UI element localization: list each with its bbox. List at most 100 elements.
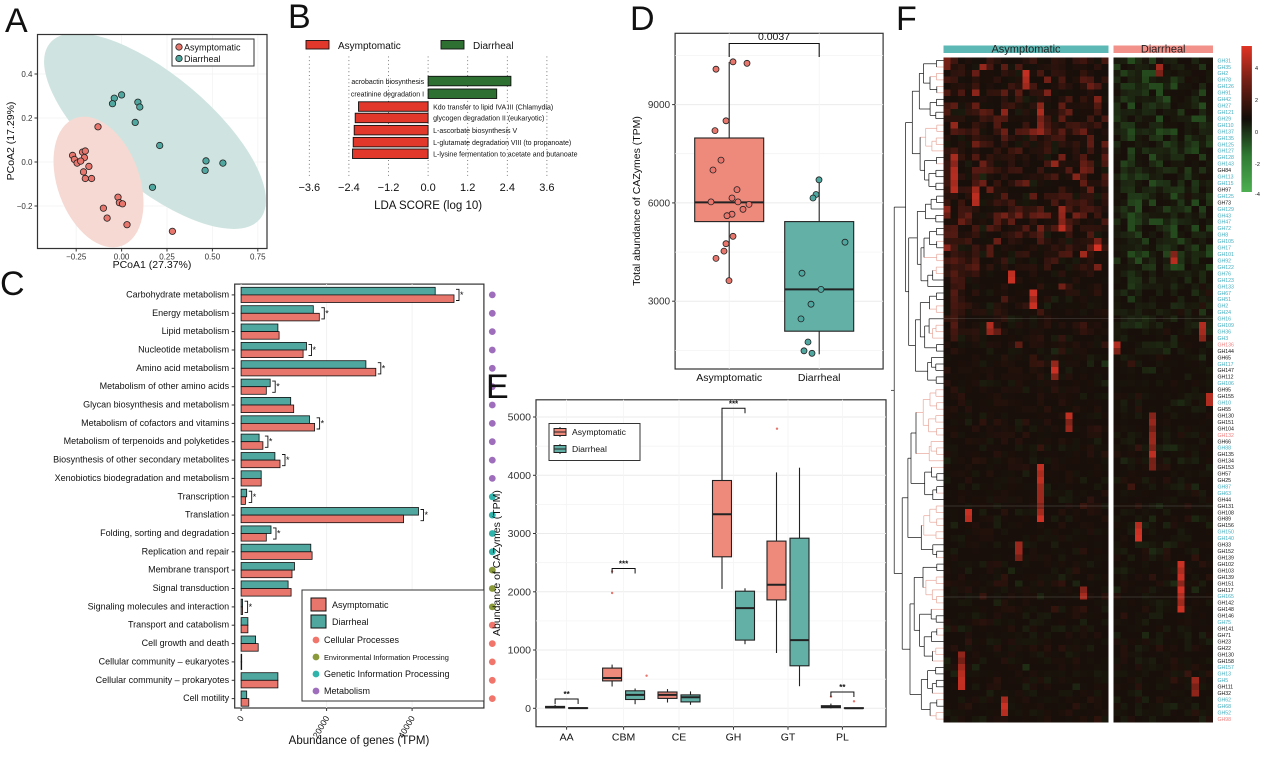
- svg-text:Translation: Translation: [185, 510, 229, 520]
- svg-text:1.2: 1.2: [460, 182, 475, 194]
- svg-text:L-lysine fermentation to aceta: L-lysine fermentation to acetate and but…: [433, 152, 577, 159]
- svg-text:GH127: GH127: [1218, 149, 1235, 155]
- svg-text:GH130: GH130: [1218, 413, 1235, 419]
- svg-text:GH122: GH122: [1218, 265, 1235, 271]
- svg-text:GH5: GH5: [1218, 678, 1229, 684]
- svg-text:GH44: GH44: [1218, 497, 1232, 503]
- svg-text:PCoA2 (17.29%): PCoA2 (17.29%): [5, 102, 17, 181]
- svg-text:*: *: [321, 418, 325, 428]
- svg-text:Energy metabolism: Energy metabolism: [152, 308, 229, 318]
- svg-text:GH151: GH151: [1218, 581, 1235, 587]
- svg-text:Abundance of CAZymes (TPM): Abundance of CAZymes (TPM): [491, 490, 503, 636]
- svg-text:GH2: GH2: [1218, 71, 1229, 77]
- svg-text:Diarrheal: Diarrheal: [572, 444, 607, 454]
- svg-text:GH139: GH139: [1218, 556, 1235, 562]
- svg-text:GH165: GH165: [1218, 594, 1235, 600]
- svg-text:GH133: GH133: [1218, 284, 1235, 290]
- svg-text:GH72: GH72: [1218, 226, 1232, 232]
- svg-text:CBM: CBM: [612, 732, 635, 744]
- svg-text:GH57: GH57: [1218, 472, 1232, 478]
- svg-text:Signal transduction: Signal transduction: [153, 583, 230, 593]
- svg-text:0.75: 0.75: [250, 253, 266, 262]
- svg-text:PCoA1 (27.37%): PCoA1 (27.37%): [113, 259, 192, 271]
- svg-text:6000: 6000: [648, 198, 671, 209]
- svg-text:GH153: GH153: [1218, 465, 1235, 471]
- svg-text:GH123: GH123: [1218, 278, 1235, 284]
- svg-text:GH55: GH55: [1218, 407, 1232, 413]
- svg-text:Asymptomatic: Asymptomatic: [572, 427, 627, 437]
- svg-text:Glycan biosynthesis and metabo: Glycan biosynthesis and metabolism: [83, 400, 229, 410]
- svg-text:GH33: GH33: [1218, 543, 1232, 549]
- svg-text:Asymptomatic: Asymptomatic: [184, 43, 241, 53]
- svg-text:GH135: GH135: [1218, 136, 1235, 142]
- svg-text:GH35: GH35: [1218, 65, 1232, 71]
- svg-text:GH131: GH131: [1218, 504, 1235, 510]
- svg-text:GH110: GH110: [1218, 123, 1234, 129]
- svg-text:−1.2: −1.2: [378, 182, 400, 194]
- svg-text:LDA SCORE (log 10): LDA SCORE (log 10): [374, 200, 482, 212]
- svg-text:0: 0: [525, 703, 531, 715]
- svg-text:GH111: GH111: [1218, 685, 1234, 691]
- svg-text:0.0037: 0.0037: [758, 31, 790, 43]
- svg-text:GH147: GH147: [1218, 368, 1235, 374]
- svg-text:GH106: GH106: [1218, 381, 1235, 387]
- svg-text:4: 4: [1255, 66, 1258, 72]
- svg-text:GH51: GH51: [1218, 297, 1232, 303]
- svg-text:0.0: 0.0: [21, 158, 33, 167]
- svg-text:L-glutamate degradation VIII (: L-glutamate degradation VIII (to propano…: [433, 140, 571, 147]
- svg-text:2.4: 2.4: [500, 182, 515, 194]
- svg-text:GH43: GH43: [1218, 213, 1232, 219]
- svg-text:GH108: GH108: [1218, 510, 1235, 516]
- svg-text:GH8: GH8: [1218, 233, 1229, 239]
- svg-text:Asymptomatic: Asymptomatic: [332, 600, 389, 610]
- svg-text:GH47: GH47: [1218, 220, 1232, 226]
- svg-text:Diarrheal: Diarrheal: [332, 617, 369, 627]
- svg-text:Folding, sorting and degradati: Folding, sorting and degradation: [100, 528, 229, 538]
- svg-text:GH23: GH23: [1218, 639, 1232, 645]
- svg-text:CE: CE: [672, 732, 687, 744]
- svg-text:Abundance of genes (TPM): Abundance of genes (TPM): [289, 735, 430, 747]
- svg-text:GH112: GH112: [1218, 375, 1234, 381]
- svg-text:GH126: GH126: [1218, 84, 1235, 90]
- svg-text:Diarrheal: Diarrheal: [798, 372, 841, 384]
- svg-text:−0.25: −0.25: [66, 253, 87, 262]
- svg-text:GH88: GH88: [1218, 446, 1232, 452]
- svg-text:Asymptomatic: Asymptomatic: [338, 41, 401, 52]
- svg-text:*: *: [253, 492, 257, 502]
- svg-text:GH16: GH16: [1218, 317, 1232, 323]
- svg-text:Xenobiotics biodegradation and: Xenobiotics biodegradation and metabolis…: [55, 473, 230, 483]
- svg-text:GH130: GH130: [1218, 652, 1235, 658]
- svg-text:GH109: GH109: [1218, 323, 1235, 329]
- svg-text:GH136: GH136: [1218, 342, 1235, 348]
- svg-text:Signaling molecules and intera: Signaling molecules and interaction: [88, 601, 230, 611]
- svg-text:Metabolism of other amino acid: Metabolism of other amino acids: [100, 381, 230, 391]
- svg-text:−2.4: −2.4: [338, 182, 360, 194]
- svg-text:Cell motility: Cell motility: [183, 693, 230, 703]
- svg-text:GH91: GH91: [1218, 91, 1232, 97]
- svg-text:−3.6: −3.6: [298, 182, 320, 194]
- svg-text:5000: 5000: [508, 412, 532, 424]
- svg-text:Lipid metabolism: Lipid metabolism: [162, 326, 230, 336]
- svg-text:Genetic Information Processing: Genetic Information Processing: [324, 669, 450, 679]
- svg-text:*: *: [313, 345, 317, 355]
- svg-text:Cellular Processes: Cellular Processes: [324, 635, 400, 645]
- svg-text:GH13: GH13: [1218, 672, 1232, 678]
- svg-text:GH117: GH117: [1218, 588, 1234, 594]
- svg-text:GH66: GH66: [1218, 439, 1232, 445]
- svg-text:Carbohydrate metabolism: Carbohydrate metabolism: [126, 289, 229, 299]
- svg-text:3000: 3000: [508, 528, 532, 540]
- svg-text:GT: GT: [781, 732, 796, 744]
- svg-text:1000: 1000: [508, 645, 532, 657]
- svg-text:4000: 4000: [508, 470, 532, 482]
- svg-text:GH31: GH31: [1218, 58, 1232, 64]
- svg-text:***: ***: [619, 560, 629, 569]
- svg-text:*: *: [382, 363, 386, 373]
- svg-text:GH150: GH150: [1218, 530, 1235, 536]
- svg-text:GH102: GH102: [1218, 562, 1235, 568]
- svg-text:GH84: GH84: [1218, 168, 1232, 174]
- svg-text:GH2: GH2: [1218, 304, 1229, 310]
- svg-text:GH144: GH144: [1218, 349, 1235, 355]
- svg-text:0.50: 0.50: [205, 253, 221, 262]
- svg-text:GH29: GH29: [1218, 116, 1232, 122]
- svg-text:AA: AA: [560, 732, 574, 744]
